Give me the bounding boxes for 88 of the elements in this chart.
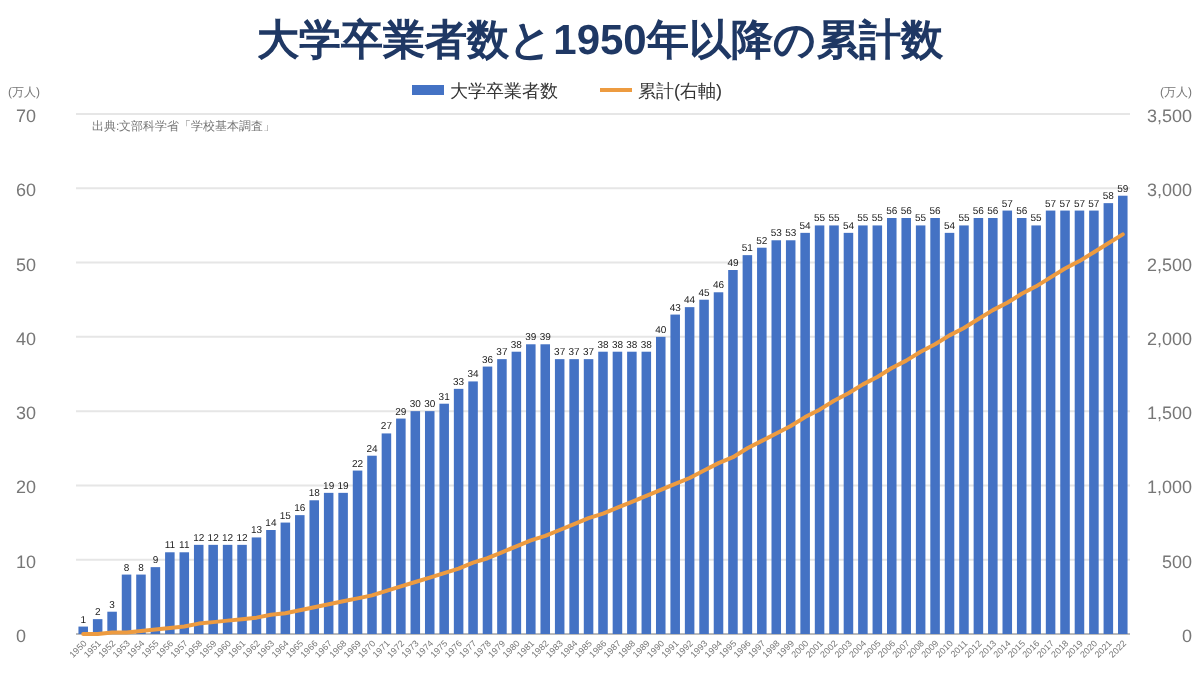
- bar: [179, 552, 190, 634]
- bar: [323, 492, 334, 634]
- bar: [540, 344, 551, 634]
- bar: [497, 359, 507, 634]
- bar: [511, 351, 522, 634]
- bar: [482, 366, 493, 634]
- bar: [165, 552, 175, 634]
- bar: [973, 218, 984, 634]
- bar: [295, 515, 305, 634]
- bar: [757, 247, 767, 634]
- bar: [381, 433, 392, 634]
- bar: [670, 314, 680, 634]
- bar: [251, 537, 262, 634]
- bar: [901, 218, 911, 634]
- bar: [583, 359, 594, 634]
- bar: [237, 544, 247, 634]
- y-tick-label: 70: [16, 106, 37, 126]
- bar: [655, 336, 666, 634]
- bar: [887, 218, 897, 634]
- bar: [814, 225, 825, 634]
- bar: [554, 359, 565, 634]
- bar: [930, 218, 940, 634]
- bar: [785, 240, 796, 634]
- bar: [193, 544, 204, 634]
- bar: [453, 388, 464, 634]
- y-tick-label: 20: [16, 477, 37, 498]
- bar: [1118, 195, 1128, 634]
- y-tick-label: 10: [16, 551, 37, 572]
- bar: [136, 574, 146, 634]
- bar: [713, 292, 724, 634]
- bar: [439, 403, 449, 634]
- bar: [367, 455, 377, 634]
- bar: [396, 418, 406, 634]
- legend-label: 累計(右軸): [638, 81, 722, 101]
- y2-tick-label: 3,000: [1146, 180, 1192, 201]
- bar: [410, 411, 421, 634]
- bar: [468, 381, 478, 634]
- bar: [1016, 218, 1027, 634]
- bar: [526, 344, 536, 634]
- y2-tick-label: 1,000: [1146, 477, 1192, 498]
- bar: [612, 351, 623, 634]
- bar: [829, 225, 839, 634]
- bar: [944, 232, 955, 634]
- bar: [800, 232, 810, 634]
- bar: [424, 411, 435, 634]
- bar: [959, 225, 969, 634]
- bar: [858, 225, 868, 634]
- y-tick-label: 40: [16, 328, 37, 349]
- bar: [222, 544, 233, 634]
- bar: [728, 270, 738, 634]
- bar: [699, 299, 709, 634]
- y-tick-label: 30: [16, 403, 37, 424]
- bar: [208, 544, 218, 634]
- bar: [1074, 210, 1085, 634]
- bar: [742, 255, 753, 634]
- chart-title: 大学卒業者数と1950年以降の累計数: [257, 16, 945, 64]
- bar: [915, 225, 926, 634]
- bar: [684, 307, 695, 634]
- y2-tick-label: 2,500: [1146, 254, 1192, 275]
- bar: [1089, 210, 1099, 634]
- bar: [309, 500, 319, 634]
- y2-tick-label: 1,500: [1146, 403, 1192, 424]
- bar: [1045, 210, 1056, 634]
- y2-tick-label: 0: [1181, 626, 1192, 646]
- bar: [872, 225, 883, 634]
- y2-tick-label: 3,500: [1146, 106, 1192, 126]
- bar: [988, 218, 998, 634]
- y-tick-label: 0: [16, 626, 27, 646]
- bar: [1002, 210, 1013, 634]
- bar: [280, 522, 291, 634]
- bar: [352, 470, 363, 634]
- bar: [843, 232, 854, 634]
- bar: [338, 492, 348, 634]
- bar: [1103, 203, 1114, 634]
- bar: [1031, 225, 1041, 634]
- bar: [771, 240, 782, 634]
- bar: [1060, 210, 1070, 634]
- line-series: [81, 232, 1125, 636]
- bar: [266, 530, 276, 634]
- y2-tick-label: 500: [1161, 551, 1192, 572]
- bar: [627, 351, 637, 634]
- y-tick-label: 50: [16, 254, 37, 275]
- y2-tick-label: 2,000: [1146, 328, 1192, 349]
- y-tick-label: 60: [16, 180, 37, 201]
- bar: [641, 351, 652, 634]
- bar: [569, 359, 579, 634]
- legend-label: 大学卒業者数: [450, 81, 558, 101]
- bar: [598, 351, 608, 634]
